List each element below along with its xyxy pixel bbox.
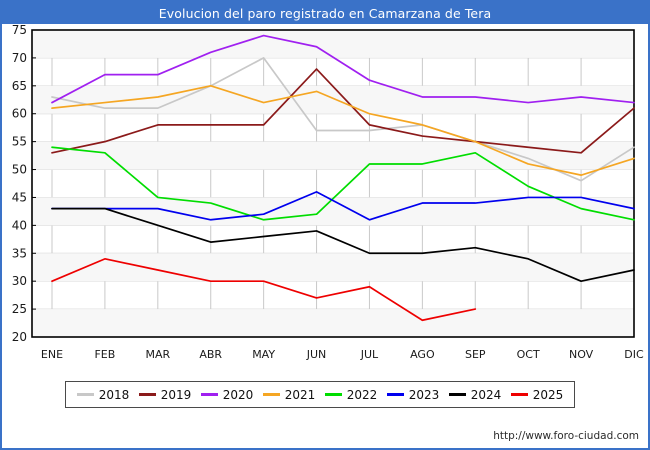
page-title: Evolucion del paro registrado en Camarza… [158,5,492,21]
legend-label-2021: 2021 [284,387,316,402]
y-axis-tick-55: 55 [12,135,27,149]
series-line-2018 [51,57,635,182]
legend-label-2020: 2020 [222,387,254,402]
series-line-2022 [51,146,635,221]
x-axis-tick-labels: ENE FEB MAR ABR MAY JUN JUL AGO SEP OCT NOV DIC [41,348,644,361]
x-axis-tick-mar: MAR [145,348,170,361]
x-axis-tick-jun: JUN [306,348,327,361]
legend-label-2023: 2023 [408,387,440,402]
x-axis-tick-abr: ABR [199,348,222,361]
y-axis-tick-labels: 20 25 30 35 40 45 50 55 60 65 70 75 [12,24,36,344]
legend-item-2021[interactable]: 2021 [262,387,316,402]
legend-item-2023[interactable]: 2023 [386,387,440,402]
legend-item-2022[interactable]: 2022 [324,387,378,402]
x-axis-tick-jul: JUL [360,348,379,361]
x-axis-tick-may: MAY [252,348,275,361]
legend-swatch-2025 [510,393,528,396]
y-axis-tick-45: 45 [12,190,27,204]
legend-item-2025[interactable]: 2025 [510,387,564,402]
y-axis-tick-75: 75 [12,24,27,37]
y-axis-tick-30: 30 [12,274,27,288]
legend-swatch-2024 [448,393,466,396]
chart-legend: 2018 2019 2020 2021 2022 2023 2024 2025 [65,381,575,408]
legend-swatch-2018 [76,393,94,396]
x-axis-tick-ene: ENE [41,348,63,361]
y-axis-tick-70: 70 [12,51,27,65]
x-axis-tick-dic: DIC [624,348,644,361]
series-line-2019 [51,68,635,154]
y-axis-tick-25: 25 [12,302,27,316]
y-axis-tick-20: 20 [12,330,27,344]
legend-item-2020[interactable]: 2020 [200,387,254,402]
legend-swatch-2020 [200,393,218,396]
y-axis-tick-40: 40 [12,218,27,232]
legend-label-2024: 2024 [470,387,502,402]
chart-series-lines [51,34,635,322]
x-axis-tick-sep: SEP [465,348,486,361]
window-title-bar: Evolucion del paro registrado en Camarza… [2,2,648,24]
legend-swatch-2022 [324,393,342,396]
series-line-2023 [51,191,635,221]
chart-plot-container: 20 25 30 35 40 45 50 55 60 65 70 75 ENE FEB MAR ABR MAY… [2,24,648,374]
series-line-2025 [51,258,477,322]
legend-swatch-2019 [138,393,156,396]
legend-swatch-2023 [386,393,404,396]
chart-bands [32,30,634,337]
legend-item-2018[interactable]: 2018 [76,387,130,402]
y-axis-tick-60: 60 [12,107,27,121]
x-axis-tick-ago: AGO [410,348,435,361]
legend-item-2019[interactable]: 2019 [138,387,192,402]
x-axis-tick-feb: FEB [94,348,115,361]
legend-swatch-2021 [262,393,280,396]
legend-label-2019: 2019 [160,387,192,402]
y-axis-tick-65: 65 [12,79,27,93]
series-line-2021 [51,84,635,176]
x-axis-tick-oct: OCT [517,348,540,361]
plot-area-border [31,29,635,338]
legend-label-2018: 2018 [98,387,130,402]
legend-item-2024[interactable]: 2024 [448,387,502,402]
legend-label-2022: 2022 [346,387,378,402]
line-chart: 20 25 30 35 40 45 50 55 60 65 70 75 ENE FEB MAR ABR MAY… [12,24,644,361]
y-axis-tick-35: 35 [12,246,27,260]
x-axis-tick-nov: NOV [569,348,594,361]
legend-label-2025: 2025 [532,387,564,402]
chart-gridlines [32,30,634,337]
series-line-2020 [51,34,635,104]
watermark-url: http://www.foro-ciudad.com [493,430,639,442]
y-axis-tick-50: 50 [12,163,27,177]
series-line-2024 [51,207,635,283]
